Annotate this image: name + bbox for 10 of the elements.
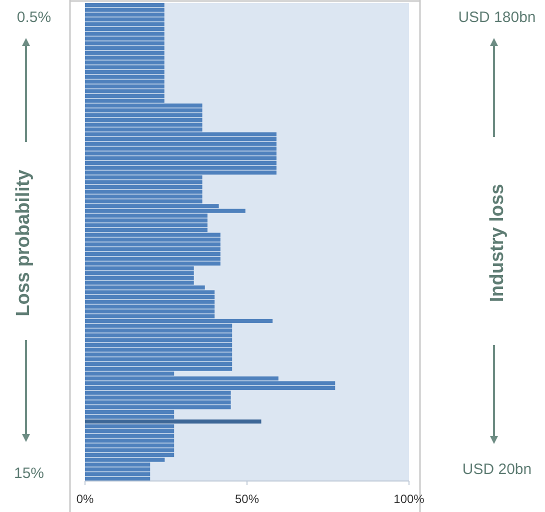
y2-axis-title: Industry loss (487, 184, 508, 302)
text: USD 20bn (462, 461, 532, 478)
x-tick-label: 0% (76, 492, 94, 506)
bar (85, 419, 262, 424)
text: USD 180bn (458, 9, 536, 26)
y-axis-title: Loss probability (13, 169, 34, 316)
text: 0.5% (16, 9, 52, 26)
text: 15% (14, 465, 44, 482)
x-tick-label: 100% (394, 492, 425, 506)
x-tick-label: 50% (234, 492, 260, 506)
